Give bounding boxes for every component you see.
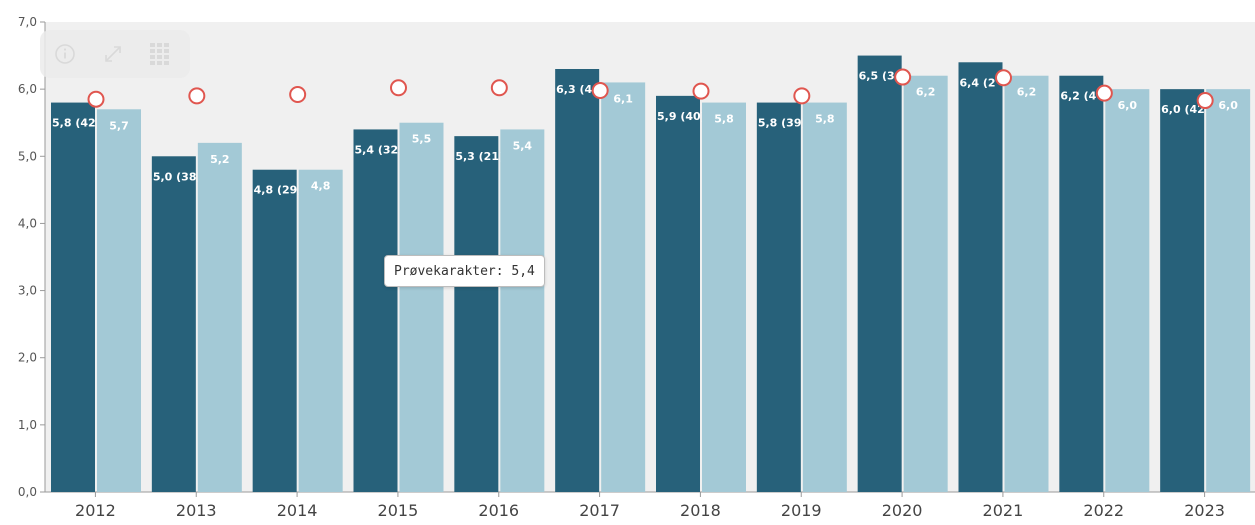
bar-label: 6,0 (42: [1161, 103, 1205, 116]
bar: [802, 102, 847, 493]
marker-point: [793, 87, 811, 105]
bar-label: 5,3 (21): [455, 150, 504, 163]
y-tick-label: 7,0: [18, 15, 37, 29]
bar: [51, 102, 95, 493]
marker-point: [87, 90, 105, 108]
y-tick-label: 1,0: [18, 418, 37, 432]
bar-label: 6,0: [1118, 99, 1138, 112]
bar-label: 5,8: [714, 113, 734, 126]
bar-label: 6,1: [613, 92, 633, 105]
x-tick-label: 2020: [882, 501, 923, 520]
bar: [1206, 89, 1251, 493]
y-tick-label: 6,0: [18, 82, 37, 96]
bar: [1160, 89, 1205, 493]
x-tick-label: 2018: [680, 501, 721, 520]
marker-point: [995, 69, 1012, 87]
bar: [252, 169, 297, 492]
bar-label: 4,8: [311, 180, 331, 193]
y-tick-label: 5,0: [18, 149, 37, 163]
bar-label: 5,4 (32): [355, 143, 404, 156]
bar: [454, 136, 499, 492]
bar-label: 5,8 (39): [758, 117, 807, 130]
bar: [958, 62, 1003, 493]
tooltip: Prøvekarakter: 5,4: [384, 255, 545, 287]
marker-point: [390, 79, 407, 97]
bar-label: 6,0: [1218, 99, 1238, 112]
y-tick-label: 3,0: [18, 284, 37, 298]
bar: [353, 129, 398, 492]
marker-point: [692, 82, 710, 100]
bar: [1004, 75, 1049, 492]
x-tick-label: 2017: [579, 501, 620, 520]
x-tick-label: 2016: [478, 501, 519, 520]
marker-point: [591, 81, 609, 99]
x-tick-label: 2012: [75, 501, 116, 520]
marker-point: [1196, 92, 1214, 110]
bar-label: 5,4: [513, 139, 533, 152]
info-icon[interactable]: [50, 39, 80, 69]
bar: [97, 109, 141, 493]
bar: [298, 169, 343, 492]
bar: [702, 102, 746, 493]
tooltip-text: Prøvekarakter: 5,4: [394, 263, 535, 279]
y-tick-label: 4,0: [18, 216, 37, 230]
bar: [857, 55, 902, 492]
bar-label: 4,8 (29): [254, 184, 303, 197]
bar-label: 5,7: [109, 119, 129, 132]
bar: [555, 69, 600, 492]
bar-label: 6,3 (4: [556, 83, 592, 96]
x-tick-label: 2013: [176, 501, 217, 520]
bar-label: 6,5 (3: [859, 70, 895, 83]
marker-point: [894, 68, 912, 86]
bar-label: 5,8 (42): [52, 117, 101, 130]
bar: [399, 122, 444, 492]
marker-point: [490, 79, 508, 97]
x-tick-label: 2015: [378, 501, 419, 520]
bar-label: 5,9 (40): [657, 110, 706, 123]
bar: [1105, 89, 1150, 493]
y-tick-label: 0,0: [18, 485, 37, 499]
y-tick-label: 2,0: [18, 351, 37, 365]
chart-toolbar: [40, 30, 190, 78]
bar: [151, 156, 196, 493]
bar: [197, 142, 242, 492]
bar-label: 6,2: [1017, 86, 1037, 99]
bar: [903, 75, 948, 492]
bar-label: 5,0 (38): [153, 170, 202, 183]
x-tick-label: 2023: [1184, 501, 1225, 520]
expand-icon[interactable]: [98, 39, 128, 69]
x-tick-label: 2021: [983, 501, 1024, 520]
x-tick-label: 2014: [277, 501, 318, 520]
bar: [601, 82, 646, 492]
bar: [656, 95, 700, 492]
bar: [756, 102, 801, 493]
bar-label: 6,2 (4: [1060, 90, 1096, 103]
x-tick-label: 2022: [1083, 501, 1124, 520]
x-tick-label: 2019: [781, 501, 822, 520]
bar: [1059, 75, 1104, 492]
grid-icon[interactable]: [146, 39, 176, 69]
marker-point: [188, 87, 206, 105]
marker-point: [1095, 84, 1113, 102]
bar-label: 5,5: [412, 133, 432, 146]
bar: [500, 129, 545, 492]
bar-label: 6,4 (2: [960, 76, 996, 89]
bar-label: 5,8: [815, 113, 835, 126]
plot-area: [45, 22, 1255, 492]
marker-point: [289, 86, 307, 104]
bar-label: 6,2: [916, 86, 936, 99]
bar-label: 5,2: [210, 153, 230, 166]
